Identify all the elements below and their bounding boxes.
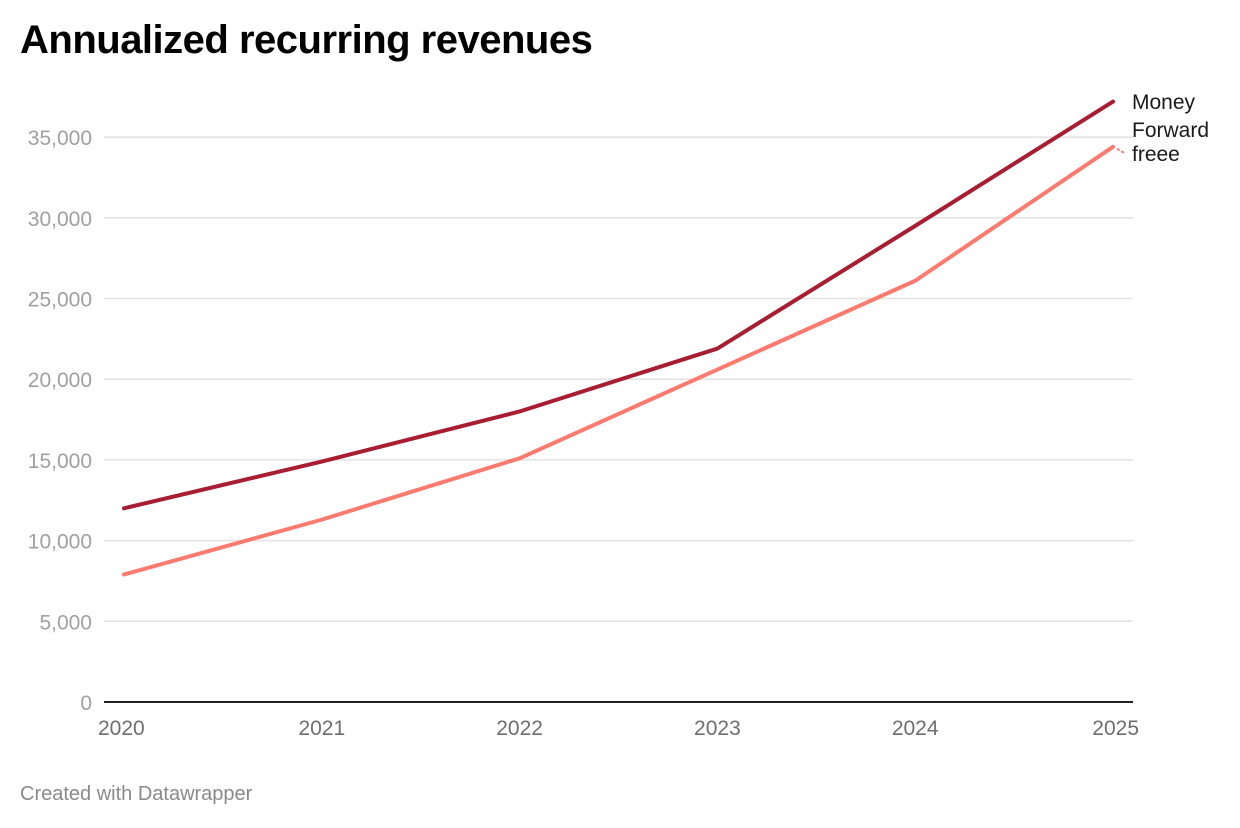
x-tick-label: 2020 xyxy=(98,717,145,740)
freee-label-connector xyxy=(1116,147,1125,154)
y-tick-label: 10,000 xyxy=(28,531,92,554)
source-note: Created with Datawrapper xyxy=(20,783,253,805)
y-tick-label: 20,000 xyxy=(28,369,92,392)
y-tick-label: 5,000 xyxy=(39,611,92,634)
series-label-money-forward: Money Forward xyxy=(1132,91,1209,142)
series-lines xyxy=(122,99,1115,577)
chart-title: Annualized recurring revenues xyxy=(20,18,593,62)
x-tick-label: 2021 xyxy=(298,717,345,740)
x-tick-label: 2024 xyxy=(892,717,939,740)
y-tick-label: 25,000 xyxy=(28,289,92,312)
x-axis-ticks: 2020 2021 2022 2023 2024 2025 xyxy=(98,717,1139,740)
y-tick-label: 35,000 xyxy=(28,127,92,150)
x-tick-label: 2022 xyxy=(496,717,543,740)
y-axis-ticks: 0 5,000 10,000 15,000 20,000 25,000 30,000 35,0… xyxy=(28,127,92,715)
y-tick-label: 0 xyxy=(80,692,92,715)
series-line-money-forward xyxy=(122,99,1115,511)
gridlines xyxy=(104,136,1133,703)
x-tick-label: 2025 xyxy=(1092,717,1139,740)
y-tick-label: 15,000 xyxy=(28,450,92,473)
series-label-freee: freee xyxy=(1132,143,1180,166)
x-tick-label: 2023 xyxy=(694,717,741,740)
series-line-freee xyxy=(122,144,1115,577)
y-tick-label: 30,000 xyxy=(28,208,92,231)
